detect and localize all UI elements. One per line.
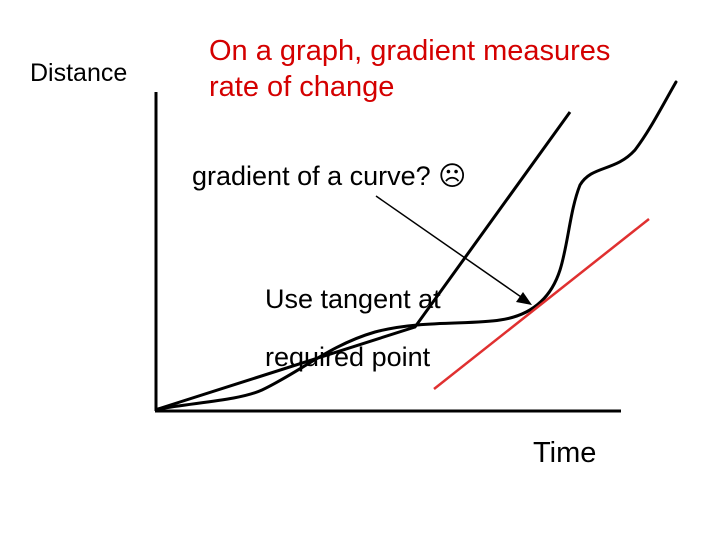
answer-line-1: Use tangent at: [265, 284, 441, 314]
straight-line-graph: [157, 111, 572, 411]
title-line-2: rate of change: [209, 71, 395, 103]
arrow-head: [516, 292, 532, 305]
tangent-line: [433, 218, 650, 390]
pointer-arrow: [375, 195, 525, 300]
question-text: gradient of a curve? ☹: [192, 161, 467, 191]
title-line-1: On a graph, gradient measures: [209, 35, 611, 67]
y-axis-label: Distance: [30, 59, 128, 87]
slide-title: On a graph, gradient measures rate of ch…: [209, 33, 610, 105]
distance-time-curve: [156, 80, 678, 411]
answer-line-2: required point: [265, 342, 431, 372]
x-axis-label: Time: [533, 437, 597, 469]
